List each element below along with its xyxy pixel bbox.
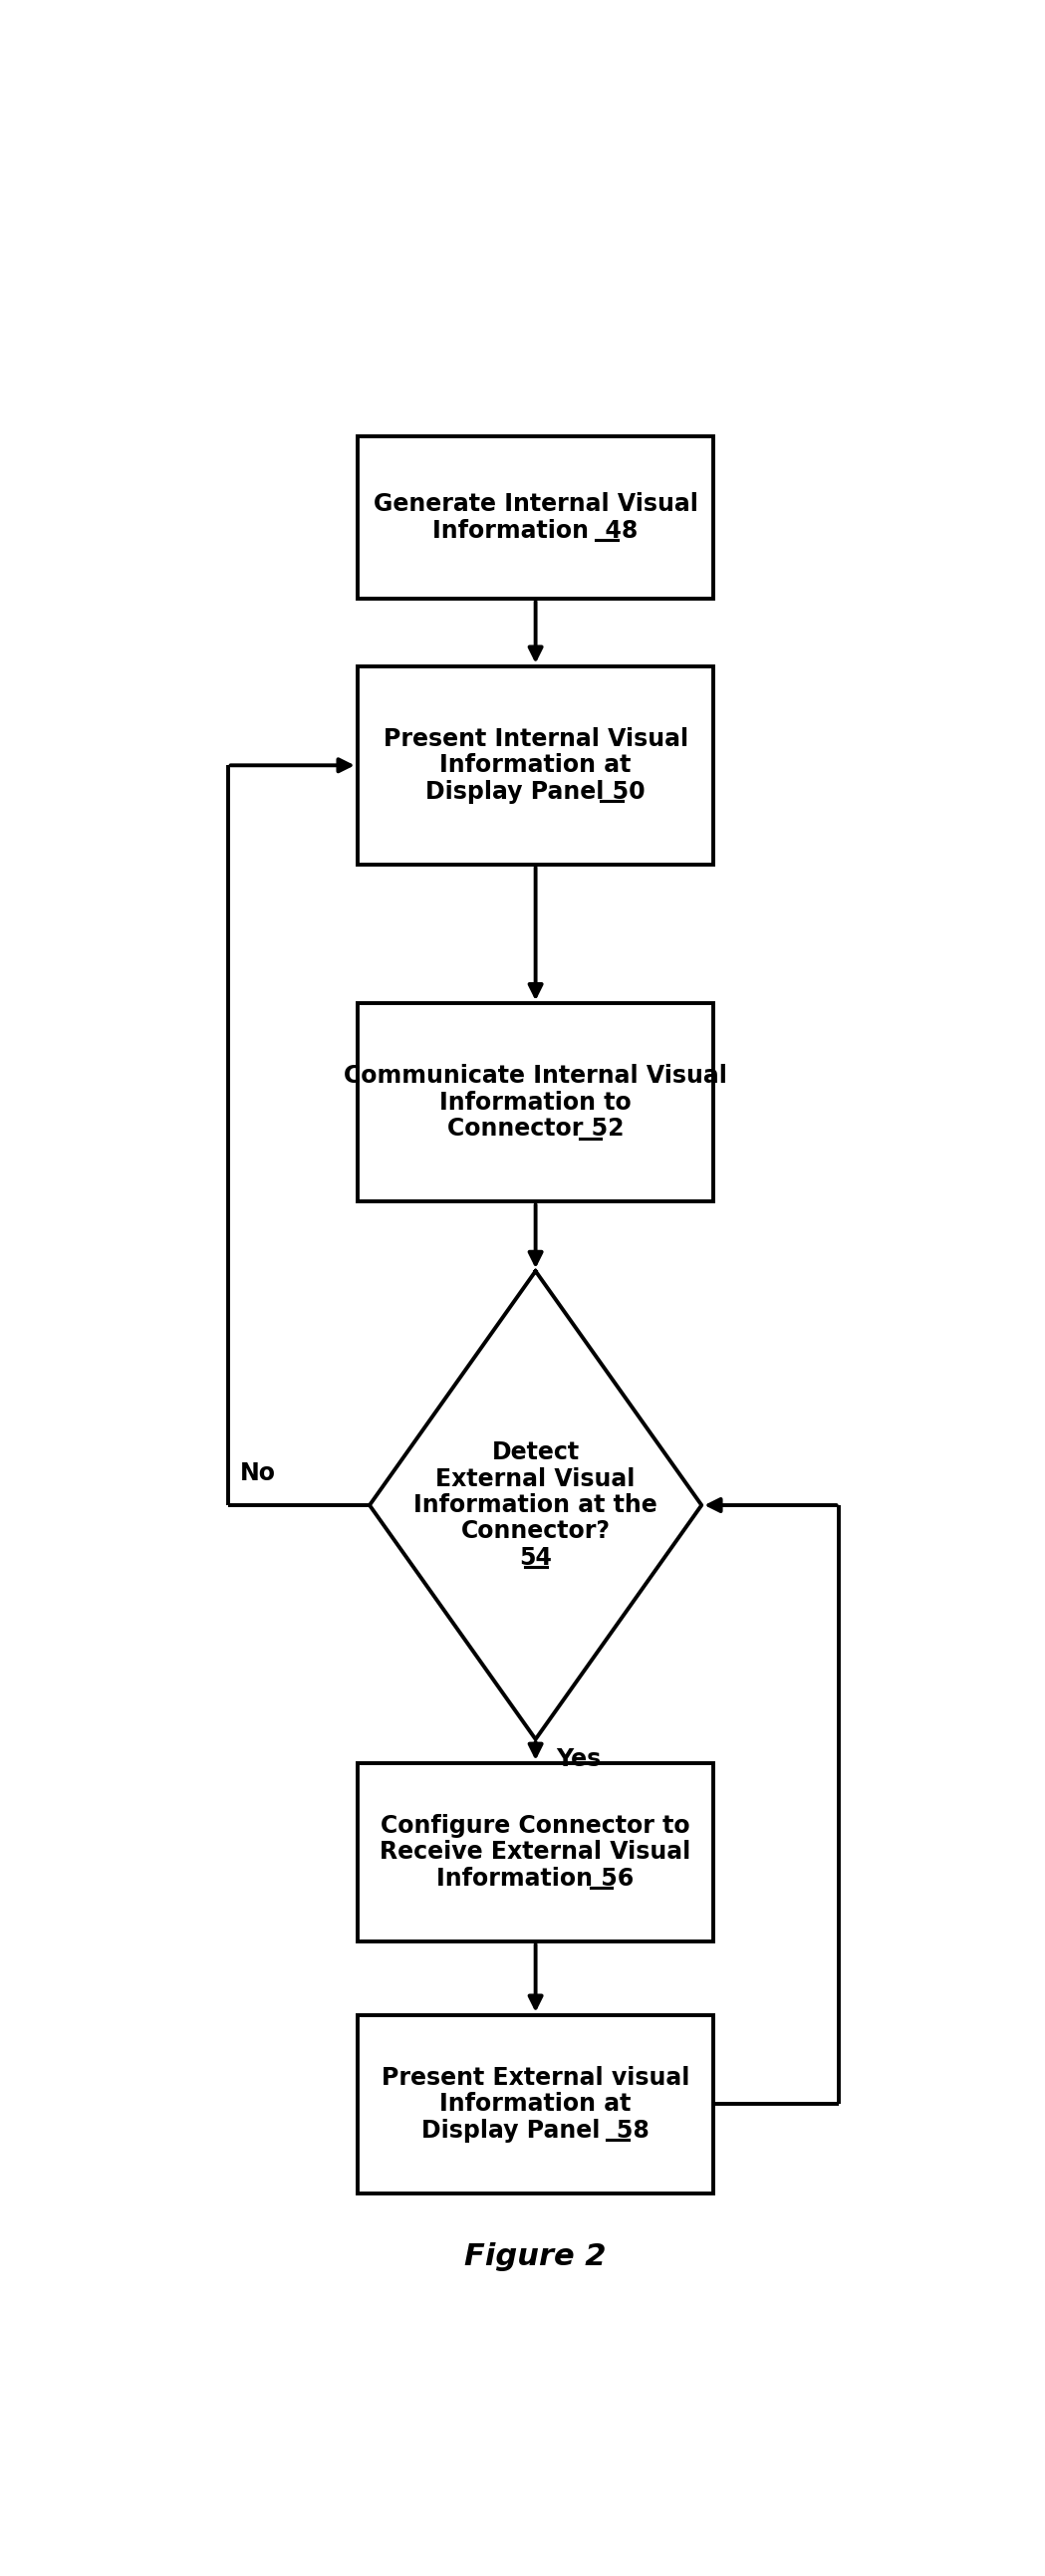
Text: Information  48: Information 48 [433,518,638,544]
Text: Display Panel 50: Display Panel 50 [425,781,646,804]
Text: 54: 54 [519,1546,552,1569]
Bar [357,1762,714,1942]
Text: External Visual: External Visual [436,1466,635,1492]
Text: Connector 52: Connector 52 [447,1118,624,1141]
Bar [357,667,714,866]
Text: Information 56: Information 56 [437,1868,634,1891]
Text: Present External visual: Present External visual [381,2066,690,2089]
Text: Figure 2: Figure 2 [465,2244,606,2272]
Text: Receive External Visual: Receive External Visual [380,1839,691,1865]
Text: Connector?: Connector? [461,1520,610,1543]
Text: Yes: Yes [556,1747,601,1772]
Text: Display Panel  58: Display Panel 58 [421,2117,650,2143]
Text: Present Internal Visual: Present Internal Visual [384,726,688,752]
Text: No: No [240,1461,276,1486]
Text: Detect: Detect [491,1440,580,1466]
Text: Communicate Internal Visual: Communicate Internal Visual [344,1064,727,1087]
Text: Information at: Information at [440,752,631,778]
Text: Information to: Information to [440,1090,631,1115]
Bar [357,435,714,598]
Text: Configure Connector to: Configure Connector to [380,1814,691,1839]
Text: Information at: Information at [440,2092,631,2115]
Bar [357,1005,714,1200]
Text: Information at the: Information at the [414,1494,657,1517]
Bar [357,2014,714,2195]
Text: Generate Internal Visual: Generate Internal Visual [373,492,698,515]
